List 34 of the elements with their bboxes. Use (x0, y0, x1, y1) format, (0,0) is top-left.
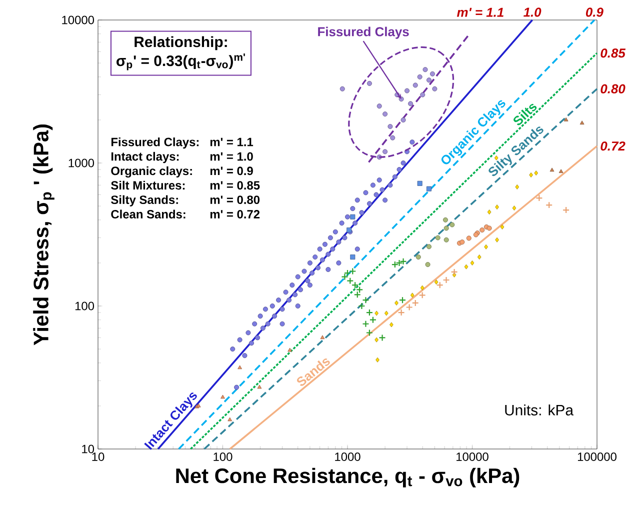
text: 0.80 (600, 84, 626, 94)
annotation: Organic clays: (111, 166, 192, 178)
x-tick-label: 1000 (335, 452, 360, 461)
x-axis-title: Net Cone Resistance, q$_{t}$ - σ$_{vo}$ (kPa) (176, 468, 520, 488)
text: 0.85 (600, 48, 626, 58)
text: m' = 1.1 (456, 8, 504, 17)
annotation: Silty Sands: (111, 195, 178, 206)
annotation: m' = 0.72 (210, 210, 260, 218)
annotation: Units: kPa (505, 404, 574, 416)
annotation: Intact clays: (111, 152, 179, 164)
annotation: Silt Mixtures: (111, 180, 185, 190)
y-axis-title: Yield Stress, σ$_{p}$ ' (kPa) (33, 124, 54, 346)
y-tick-label: 100 (75, 302, 94, 310)
annotation: Clean Sands: (111, 210, 186, 218)
x-tick-label: 10000 (456, 452, 488, 461)
text: 0.9 (586, 8, 604, 17)
x-tick-label: 10 (92, 452, 104, 461)
annotation: m' = 0.85 (210, 181, 260, 190)
y-tick-label: 1000 (68, 158, 94, 168)
x-tick-label: 100000 (578, 452, 616, 461)
annotation: m' = 0.9 (210, 166, 253, 176)
x-tick-label: 100 (214, 452, 232, 461)
text: 1.0 (524, 8, 542, 17)
annotation: m' = 1.1 (210, 138, 254, 146)
y-tick-label: 10000 (62, 16, 94, 24)
annotation: Fissured Clays: (111, 137, 199, 149)
annotation: Relationship: (134, 36, 227, 50)
text: 0.72 (600, 141, 626, 151)
annotation: m' = 1.0 (210, 152, 253, 161)
annotation: Fissured Clays (318, 26, 409, 39)
annotation: σ$_{p}$' = 0.33(q$_{t}$-σ$_{vo}$)$^{m'}$ (116, 54, 245, 70)
y-tick-label: 10 (82, 444, 94, 454)
annotation: m' = 0.80 (210, 196, 260, 204)
annotation: Silts (514, 104, 537, 126)
